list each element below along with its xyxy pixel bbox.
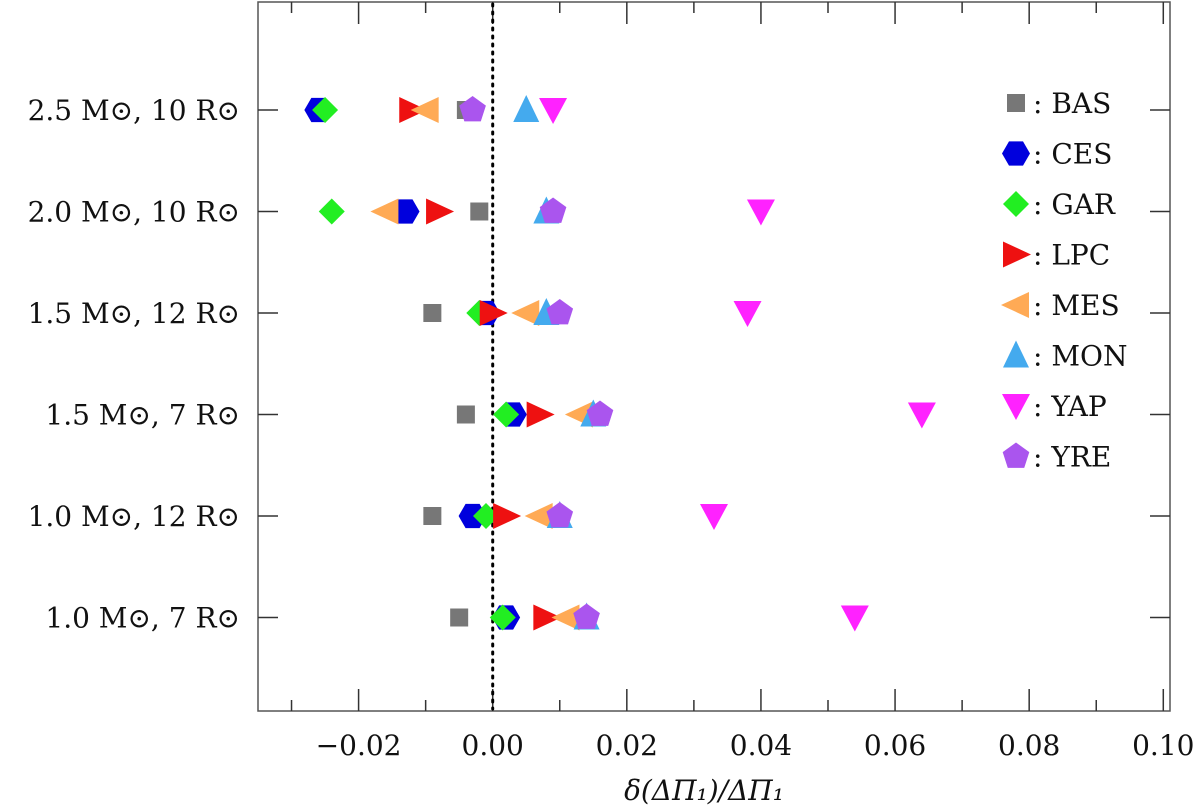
data-point-yre: [546, 502, 574, 528]
x-tick-label: 0.02: [596, 729, 658, 762]
x-tick-label: 0.04: [730, 729, 792, 762]
legend-marker-lpc: [1003, 241, 1031, 268]
legend: : BAS : CES : GAR : LPC : MES : MON : YAP : YRE: [1001, 87, 1127, 474]
legend-label-yap: : YAP: [1033, 390, 1107, 423]
data-point-yre: [586, 400, 614, 426]
y-category-label: 2.5 M⊙, 10 R⊙: [28, 94, 240, 127]
plot-frame: [257, 1, 1171, 712]
data-point-mes: [511, 300, 540, 326]
legend-marker-yre: [1002, 442, 1030, 468]
data-point-gar: [493, 401, 520, 428]
data-point-yap: [539, 98, 568, 124]
ticks-layer: −0.02 0.00 0.02 0.04 0.06 0.08 0.10 2.5 M⊙, 10 …: [28, 2, 1194, 762]
legend-label-lpc: : LPC: [1033, 239, 1110, 272]
data-point-yre: [459, 96, 486, 122]
y-category-label: 1.5 M⊙, 12 R⊙: [28, 297, 240, 330]
data-point-lpc: [479, 300, 508, 326]
data-point-gar: [473, 503, 499, 529]
legend-marker-bas: [1007, 94, 1025, 112]
data-point-yre: [573, 603, 600, 629]
x-axis-label: δ(ΔΠ₁)/ΔΠ₁: [624, 774, 784, 807]
legend-label-mes: : MES: [1033, 289, 1120, 322]
x-tick-label: −0.02: [316, 729, 402, 762]
data-point-yap: [840, 605, 869, 632]
data-point-bas: [470, 202, 489, 221]
data-point-mes: [524, 503, 553, 529]
legend-label-gar: : GAR: [1033, 188, 1116, 221]
data-point-yap: [907, 402, 936, 429]
data-point-mes: [410, 97, 439, 123]
data-point-mes: [370, 198, 399, 225]
data-point-ces: [391, 199, 420, 224]
y-category-label: 1.5 M⊙, 7 R⊙: [45, 399, 240, 432]
data-point-bas: [423, 304, 442, 322]
y-category-label: 1.0 M⊙, 7 R⊙: [45, 602, 240, 635]
data-point-yre: [546, 299, 574, 325]
legend-label-ces: : CES: [1033, 138, 1112, 171]
legend-label-bas: : BAS: [1033, 87, 1111, 120]
x-tick-label: 0.06: [864, 729, 926, 762]
data-point-yap: [700, 504, 728, 530]
marks-layer: [304, 95, 936, 632]
data-point-bas: [450, 608, 469, 627]
data-point-yap: [746, 199, 775, 226]
legend-label-yre: : YRE: [1033, 441, 1111, 474]
data-point-lpc: [426, 198, 455, 225]
data-point-yre: [539, 197, 567, 223]
data-point-bas: [423, 507, 442, 525]
legend-marker-ces: [1002, 141, 1030, 166]
data-point-lpc: [533, 604, 562, 631]
data-point-yap: [733, 301, 762, 327]
data-point-bas: [456, 405, 475, 424]
legend-marker-mes: [1001, 292, 1029, 318]
legend-marker-mon: [1003, 340, 1029, 368]
data-point-gar: [318, 198, 345, 225]
legend-marker-yap: [1002, 394, 1030, 420]
x-tick-label: 0.00: [462, 729, 524, 762]
x-tick-label: 0.08: [998, 729, 1060, 762]
data-point-mon: [513, 95, 540, 122]
data-point-mes: [551, 604, 580, 631]
y-category-label: 1.0 M⊙, 12 R⊙: [28, 500, 240, 533]
y-category-label: 2.0 M⊙, 10 R⊙: [28, 196, 240, 229]
data-point-lpc: [526, 401, 555, 428]
data-point-gar: [489, 604, 516, 631]
legend-label-mon: : MON: [1033, 340, 1127, 373]
data-point-gar: [312, 97, 339, 123]
data-point-lpc: [493, 503, 522, 529]
x-tick-label: 0.10: [1132, 729, 1194, 762]
legend-marker-gar: [1003, 191, 1029, 217]
